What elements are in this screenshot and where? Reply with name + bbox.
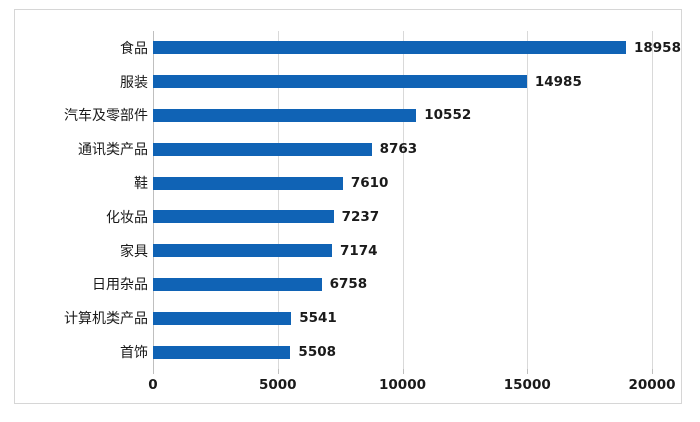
gridline xyxy=(277,31,279,369)
bar xyxy=(153,108,417,122)
bar-value-label: 7174 xyxy=(339,242,378,259)
category-label: 日用杂品 xyxy=(92,277,148,294)
bar xyxy=(153,311,292,325)
bars-layer: 18958 14985 10552 8763 7610 7237 7174 6758 5541 5… xyxy=(153,31,681,369)
bar-value-label: 5541 xyxy=(299,310,337,327)
x-tick-label: 20000 xyxy=(628,377,676,393)
axis-tick xyxy=(652,369,653,374)
bar-value-label: 7610 xyxy=(350,175,389,192)
bar-row: 8763 xyxy=(153,132,652,166)
value-axis-line xyxy=(153,31,154,369)
axis-tick xyxy=(153,369,154,374)
bar-value-label: 6758 xyxy=(329,276,368,293)
gridline xyxy=(652,31,653,369)
bar-row: 7174 xyxy=(153,234,652,268)
bar-value-label: 5508 xyxy=(298,344,336,361)
bar xyxy=(153,41,626,55)
bar xyxy=(153,176,343,190)
category-label: 首饰 xyxy=(120,345,148,362)
bar xyxy=(153,277,322,291)
bar xyxy=(153,75,527,89)
bar-row: 7610 xyxy=(153,166,652,200)
bar-row: 10552 xyxy=(153,99,652,133)
bar xyxy=(153,345,291,359)
bar-row: 14985 xyxy=(153,65,652,99)
bar-value-label: 10552 xyxy=(424,107,472,124)
category-label: 通讯类产品 xyxy=(78,142,148,159)
bar-row: 5541 xyxy=(153,301,652,335)
x-tick-label: 0 xyxy=(148,377,158,393)
category-label: 服装 xyxy=(120,74,148,91)
bar-value-label: 7237 xyxy=(341,208,380,225)
plot-area: 18958 14985 10552 8763 7610 7237 7174 6758 5541 5… xyxy=(153,31,681,374)
category-label: 食品 xyxy=(120,40,148,57)
bar-row: 7237 xyxy=(153,200,652,234)
axis-tick xyxy=(277,369,279,374)
bar-row: 5508 xyxy=(153,335,652,369)
bar-value-label: 18958 xyxy=(634,39,681,56)
x-tick-label: 5000 xyxy=(258,377,297,393)
bar xyxy=(153,142,372,156)
category-axis-labels: 食品服装汽车及零部件通讯类产品鞋化妆品家具日用杂品计算机类产品首饰 xyxy=(15,31,148,369)
bar-value-label: 14985 xyxy=(534,73,582,90)
x-tick-label: 10000 xyxy=(379,377,426,393)
axis-tick xyxy=(527,369,529,374)
bar xyxy=(153,210,334,224)
chart-frame: 食品 服装 汽车及零部件 通讯类产品鞋化妆品 家具 日用杂品 计算机类产品 首饰 18958 1… xyxy=(14,9,682,404)
bar-row: 6758 xyxy=(153,268,652,302)
category-label: 汽车及零部件 xyxy=(64,108,148,125)
axis-tick xyxy=(402,369,404,374)
x-tick-label: 15000 xyxy=(503,377,551,393)
gridline xyxy=(402,31,404,369)
x-axis-labels: 0 5000 10000 15000 20000 xyxy=(148,374,675,396)
category-label: 化妆品 xyxy=(106,209,148,226)
bar-row: 18958 xyxy=(153,31,681,65)
gridline xyxy=(527,31,529,369)
bar xyxy=(153,244,332,258)
category-label: 计算机类产品 xyxy=(64,311,148,328)
category-label: 鞋 xyxy=(134,176,148,193)
category-label: 家具 xyxy=(120,243,148,260)
bar-value-label: 8763 xyxy=(379,141,418,158)
